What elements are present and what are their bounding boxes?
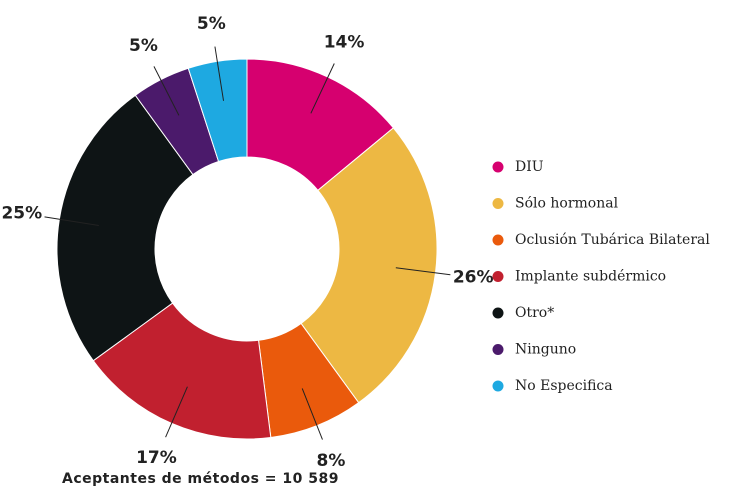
leader-line [44, 216, 99, 227]
data-label: 14% [324, 33, 365, 53]
donut-slice [56, 94, 194, 362]
legend-label: Ninguno [515, 342, 576, 358]
legend-label: Otro* [515, 305, 554, 321]
donut-slice [92, 302, 272, 440]
data-label: 26% [453, 268, 494, 288]
legend-swatch [492, 161, 504, 173]
legend-swatch [492, 344, 504, 355]
legend-label: Implante subdérmico [515, 269, 666, 285]
leader-line [310, 63, 335, 114]
legend-label: Sólo hormonal [515, 196, 619, 212]
data-label: 5% [197, 14, 226, 34]
legend-swatch [492, 307, 504, 319]
legend-label: DIU [515, 159, 544, 175]
data-label: 5% [129, 36, 158, 56]
leader-line [214, 46, 225, 101]
data-label: 17% [136, 448, 177, 468]
legend-label: No Especifica [515, 378, 613, 394]
data-label: 25% [1, 203, 42, 223]
legend-swatch [492, 380, 504, 392]
legend-label: Oclusión Tubárica Bilateral [515, 232, 710, 248]
leader-line [301, 388, 323, 440]
leader-line [395, 267, 451, 276]
leader-line [165, 386, 188, 438]
donut-slice [187, 58, 248, 163]
legend-swatch [492, 198, 504, 209]
data-label: 8% [316, 451, 345, 471]
legend-swatch [492, 271, 504, 282]
legend-swatch [492, 234, 504, 246]
caption: Aceptantes de métodos = 10 589 [62, 471, 339, 487]
donut-slice [300, 127, 438, 404]
leader-line [153, 66, 180, 116]
